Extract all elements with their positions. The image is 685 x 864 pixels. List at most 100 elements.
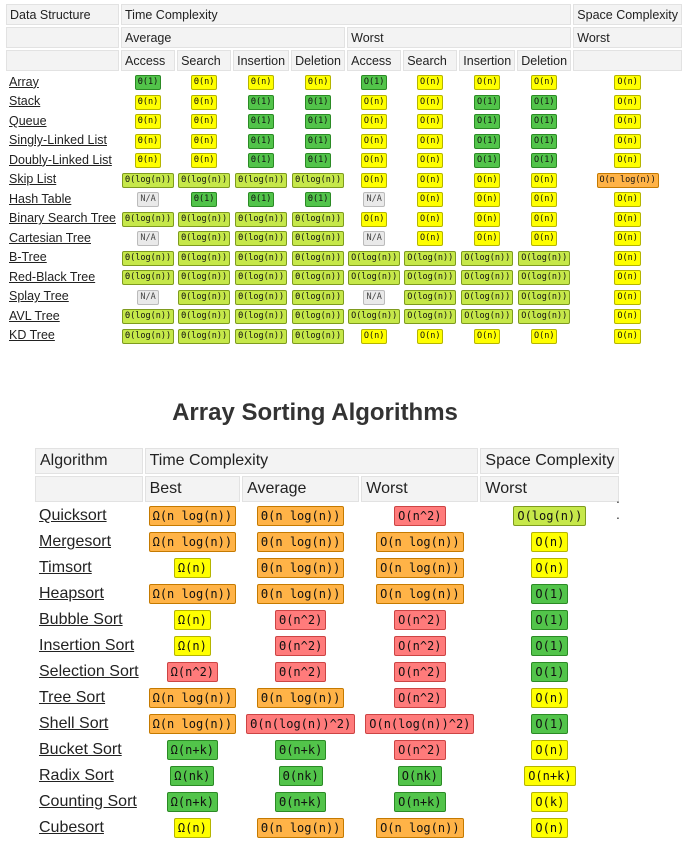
complexity-badge: O(n) [360, 114, 388, 130]
algorithm-link-quicksort[interactable]: Quicksort [39, 507, 107, 524]
complexity-badge: Θ(1) [247, 114, 275, 130]
complexity-badge: O(n) [416, 94, 444, 110]
complexity-badge: Ω(n) [173, 636, 211, 656]
complexity-badge: N/A [137, 192, 159, 208]
table-row: Quicksort Ω(n log(n)) Θ(n log(n)) O(n^2) O(l… [35, 504, 619, 528]
complexity-badge: Ω(n log(n)) [148, 714, 237, 734]
complexity-cell: O(n) [459, 73, 515, 91]
algorithm-link-timsort[interactable]: Timsort [39, 559, 92, 576]
complexity-cell: Θ(n^2) [242, 608, 359, 632]
data-structure-link-queue[interactable]: Queue [9, 113, 47, 128]
table-row: Shell Sort Ω(n log(n)) Θ(n(log(n))^2) O(n(l… [35, 712, 619, 736]
header-search: Search [403, 50, 458, 71]
algorithm-link-cubesort[interactable]: Cubesort [39, 819, 104, 836]
complexity-badge: O(n) [531, 172, 558, 188]
algorithm-link-mergesort[interactable]: Mergesort [39, 533, 112, 550]
complexity-badge: Θ(log(n)) [178, 172, 231, 188]
complexity-cell: Θ(1) [233, 151, 289, 169]
algorithm-link-bucket-sort[interactable]: Bucket Sort [39, 741, 122, 758]
complexity-cell: Θ(log(n)) [177, 249, 231, 267]
complexity-cell: O(n) [573, 327, 682, 345]
header-deletion: Deletion [517, 50, 572, 71]
complexity-cell: O(n+k) [480, 764, 619, 788]
data-structure-link-avl-tree[interactable]: AVL Tree [9, 308, 60, 323]
complexity-badge: O(n) [614, 289, 641, 305]
complexity-badge: O(n^2) [394, 506, 446, 526]
complexity-cell: Θ(n) [121, 132, 175, 150]
complexity-cell: Θ(n) [121, 93, 175, 111]
complexity-cell: Θ(n log(n)) [242, 582, 359, 606]
data-structure-link-skip-list[interactable]: Skip List [9, 172, 57, 187]
data-structure-link-cartesian-tree[interactable]: Cartesian Tree [9, 230, 91, 245]
data-structure-link-kd-tree[interactable]: KD Tree [9, 328, 55, 343]
complexity-cell: O(n) [480, 738, 619, 762]
complexity-badge: O(n(log(n))^2) [365, 714, 475, 734]
complexity-cell: Θ(log(n)) [177, 229, 231, 247]
complexity-cell: O(log(n)) [517, 288, 571, 306]
complexity-badge: Θ(n) [190, 94, 218, 110]
data-structure-link-stack[interactable]: Stack [9, 94, 41, 109]
row-label-cell: Mergesort [35, 530, 143, 554]
complexity-badge: O(n) [416, 231, 444, 247]
data-structure-link-binary-search-tree[interactable]: Binary Search Tree [9, 211, 116, 226]
complexity-cell: Ω(n log(n)) [145, 686, 240, 710]
complexity-cell: O(n) [403, 73, 457, 91]
complexity-cell: O(log(n)) [459, 307, 515, 325]
complexity-badge: N/A [363, 192, 385, 208]
algorithm-link-radix-sort[interactable]: Radix Sort [39, 767, 114, 784]
complexity-badge: Θ(log(n)) [122, 211, 175, 227]
complexity-cell: O(n) [403, 112, 457, 130]
algorithm-link-bubble-sort[interactable]: Bubble Sort [39, 611, 123, 628]
complexity-badge: O(1) [360, 75, 388, 91]
complexity-badge: O(n) [474, 231, 501, 247]
data-structure-link-array[interactable]: Array [9, 74, 39, 89]
complexity-badge: O(n) [614, 75, 641, 91]
data-structure-link-singly-linked-list[interactable]: Singly-Linked List [9, 133, 107, 148]
complexity-cell: O(log(n)) [403, 249, 457, 267]
complexity-badge: Θ(log(n)) [178, 231, 231, 247]
table-row: KD Tree Θ(log(n)) Θ(log(n)) Θ(log(n)) Θ(log(… [6, 327, 682, 345]
complexity-cell: Θ(log(n)) [121, 171, 175, 189]
complexity-badge: Θ(n) [134, 133, 162, 149]
complexity-badge: Ω(nk) [170, 766, 215, 786]
algorithm-link-shell-sort[interactable]: Shell Sort [39, 715, 109, 732]
complexity-cell: Θ(log(n)) [121, 307, 175, 325]
complexity-badge: O(1) [474, 153, 501, 169]
complexity-badge: Θ(log(n)) [292, 328, 345, 344]
algorithm-link-selection-sort[interactable]: Selection Sort [39, 663, 139, 680]
complexity-cell: Ω(n) [145, 608, 240, 632]
data-structure-link-doubly-linked-list[interactable]: Doubly-Linked List [9, 152, 112, 167]
algorithm-link-insertion-sort[interactable]: Insertion Sort [39, 637, 135, 654]
complexity-badge: O(1) [531, 584, 569, 604]
complexity-cell: O(n) [403, 229, 457, 247]
complexity-cell: O(log(n)) [403, 288, 457, 306]
data-structure-link-hash-table[interactable]: Hash Table [9, 191, 72, 206]
complexity-cell: Θ(log(n)) [233, 268, 289, 286]
complexity-cell: O(n) [403, 210, 457, 228]
algorithm-link-tree-sort[interactable]: Tree Sort [39, 689, 106, 706]
algorithm-link-heapsort[interactable]: Heapsort [39, 585, 104, 602]
complexity-badge: Θ(n^2) [274, 662, 327, 682]
table-row: Mergesort Ω(n log(n)) Θ(n log(n)) O(n log(n… [35, 530, 619, 554]
complexity-cell: Θ(log(n)) [121, 210, 175, 228]
complexity-cell: Θ(n) [177, 132, 231, 150]
complexity-badge: Θ(1) [304, 133, 332, 149]
data-structure-link-red-black-tree[interactable]: Red-Black Tree [9, 269, 96, 284]
data-structure-link-b-tree[interactable]: B-Tree [9, 250, 47, 265]
complexity-cell: Ω(n) [145, 634, 240, 658]
complexity-badge: N/A [363, 289, 385, 305]
algorithm-link-counting-sort[interactable]: Counting Sort [39, 793, 137, 810]
row-label-cell: Counting Sort [35, 790, 143, 814]
complexity-cell: Θ(log(n)) [291, 288, 345, 306]
data-structure-link-splay-tree[interactable]: Splay Tree [9, 289, 69, 304]
complexity-cell: O(n) [459, 171, 515, 189]
complexity-badge: O(n) [531, 818, 569, 838]
complexity-cell: Θ(n) [177, 112, 231, 130]
complexity-badge: Θ(n) [134, 94, 162, 110]
complexity-badge: O(n) [614, 114, 641, 130]
complexity-cell: O(n log(n)) [361, 582, 478, 606]
complexity-badge: O(log(n)) [404, 309, 457, 325]
complexity-badge: O(n) [614, 192, 641, 208]
complexity-badge: O(n) [416, 192, 444, 208]
complexity-badge: Ω(n log(n)) [148, 506, 237, 526]
